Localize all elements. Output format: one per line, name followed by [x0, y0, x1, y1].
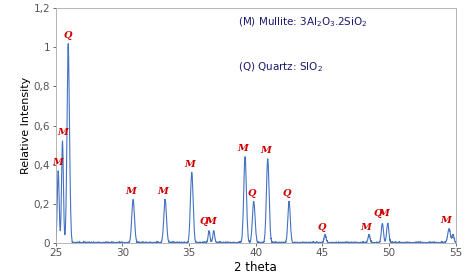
- Text: Q: Q: [199, 217, 208, 226]
- Text: (Q) Quartz: SIO$_2$: (Q) Quartz: SIO$_2$: [238, 60, 323, 74]
- Text: M: M: [158, 187, 168, 196]
- Text: M: M: [206, 217, 216, 226]
- Text: Q: Q: [373, 209, 382, 218]
- Text: Q: Q: [248, 189, 256, 198]
- Text: (M) Mullite: 3Al$_2$O$_3$.2SiO$_2$: (M) Mullite: 3Al$_2$O$_3$.2SiO$_2$: [238, 15, 367, 29]
- Text: M: M: [126, 187, 137, 196]
- Text: Q: Q: [318, 223, 326, 232]
- X-axis label: 2 theta: 2 theta: [234, 261, 277, 274]
- Text: M: M: [440, 216, 451, 225]
- Text: M: M: [360, 223, 371, 232]
- Text: Q: Q: [283, 189, 292, 198]
- Y-axis label: Relative Intensity: Relative Intensity: [21, 77, 31, 174]
- Text: M: M: [260, 146, 271, 155]
- Text: M: M: [379, 209, 389, 218]
- Text: M: M: [52, 158, 63, 167]
- Text: M: M: [57, 128, 67, 137]
- Text: M: M: [185, 160, 195, 169]
- Text: Q: Q: [64, 31, 73, 40]
- Text: M: M: [237, 144, 248, 153]
